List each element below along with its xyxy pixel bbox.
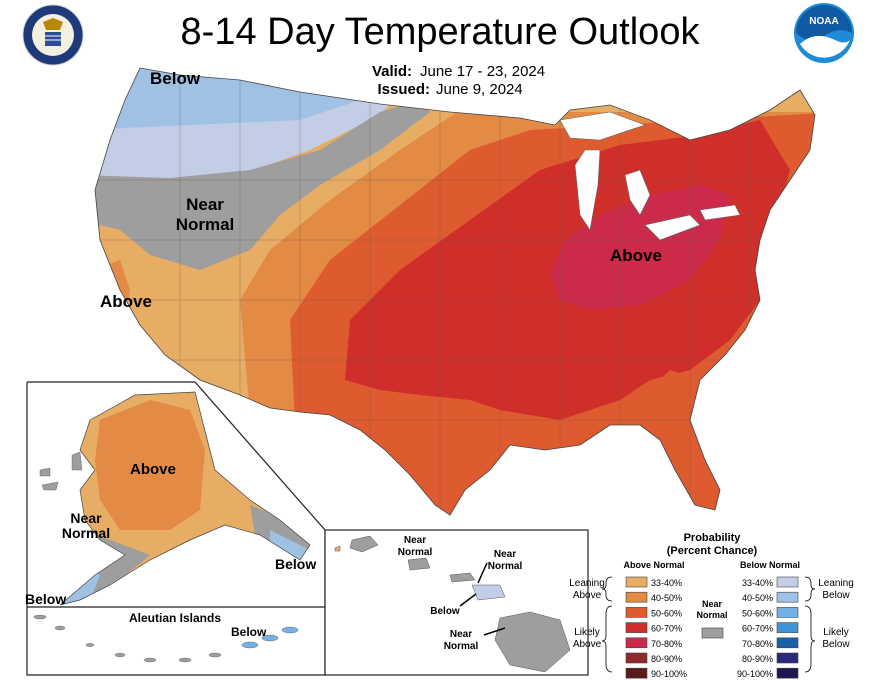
legend-above-header: Above Normal — [623, 560, 684, 570]
legend-near-1: Near — [702, 599, 723, 609]
label-conus-above-west: Above — [100, 292, 152, 311]
legend: Probability (Percent Chance) Above Norma… — [569, 532, 854, 679]
legend-below-label-4: 70-80% — [742, 639, 773, 649]
legend-leaning-below-2: Below — [822, 590, 850, 601]
legend-below-swatch-0 — [776, 576, 799, 588]
label-hawaii-near-2a: Near — [494, 549, 516, 560]
legend-below-label-3: 60-70% — [742, 624, 773, 634]
legend-leaning-above-2: Above — [573, 590, 602, 601]
label-conus-near-2: Normal — [176, 215, 235, 234]
legend-below-swatch-1 — [776, 591, 799, 603]
great-lakes-overlay — [559, 111, 741, 241]
label-conus-near-1: Near — [186, 195, 224, 214]
legend-above-swatches: 33-40% 40-50% 50-60% 60-70% 70-80% 80-90% 90-1… — [625, 576, 687, 679]
legend-below-header: Below Normal — [740, 560, 800, 570]
issued-label: Issued: — [377, 81, 430, 98]
noaa-logo-icon: NOAA — [794, 3, 854, 63]
label-alaska-above: Above — [130, 461, 176, 478]
legend-above-label-4: 70-80% — [651, 639, 682, 649]
label-hawaii-near-1a: Near — [404, 535, 426, 546]
aleutian-islands — [33, 614, 299, 663]
label-hawaii-near-3a: Near — [450, 629, 472, 640]
legend-below-swatch-6 — [776, 667, 799, 679]
label-conus-above-east: Above — [610, 246, 662, 265]
legend-likely-below-1: Likely — [823, 627, 849, 638]
label-aleutian-below: Below — [231, 625, 267, 639]
legend-above-swatch-6 — [625, 667, 648, 679]
label-alaska-below-sw: Below — [25, 591, 66, 607]
conus-outline — [94, 67, 816, 516]
label-conus-below: Below — [150, 69, 201, 88]
legend-below-swatch-3 — [776, 622, 799, 633]
legend-likely-above-1: Likely — [574, 627, 600, 638]
legend-above-label-5: 80-90% — [651, 654, 682, 664]
legend-above-label-3: 60-70% — [651, 624, 682, 634]
legend-above-swatch-2 — [625, 607, 648, 618]
legend-above-label-0: 33-40% — [651, 578, 682, 588]
legend-below-swatches: 33-40% 40-50% 50-60% 60-70% 70-80% 80-90% 90-1… — [737, 576, 799, 679]
legend-likely-above-2: Above — [573, 639, 602, 650]
legend-above-label-2: 50-60% — [651, 608, 682, 618]
legend-below-label-0: 33-40% — [742, 578, 773, 588]
legend-above-label-6: 90-100% — [651, 669, 687, 679]
valid-value: June 17 - 23, 2024 — [420, 63, 545, 80]
label-hawaii-near-2b: Normal — [488, 561, 523, 572]
legend-below-swatch-2 — [776, 607, 799, 618]
label-alaska-near-2: Normal — [62, 525, 110, 541]
legend-below-swatch-5 — [776, 652, 799, 664]
legend-below-swatch-4 — [776, 637, 799, 649]
legend-below-label-5: 80-90% — [742, 654, 773, 664]
legend-near-swatch — [701, 627, 724, 639]
label-hawaii-near-1b: Normal — [398, 547, 433, 558]
legend-leaning-below-1: Leaning — [818, 578, 854, 589]
valid-label: Valid: — [372, 63, 412, 80]
label-alaska-below-se: Below — [275, 556, 316, 572]
legend-above-swatch-4 — [625, 637, 648, 649]
doc-seal-icon — [22, 4, 84, 66]
label-hawaii-below: Below — [430, 606, 460, 617]
legend-above-swatch-3 — [625, 622, 648, 633]
legend-above-swatch-5 — [625, 652, 648, 664]
legend-leaning-above-1: Leaning — [569, 578, 605, 589]
legend-below-label-6: 90-100% — [737, 669, 773, 679]
legend-title-1: Probability — [684, 532, 742, 544]
hawaii-map — [334, 535, 571, 673]
svg-text:NOAA: NOAA — [809, 16, 838, 27]
label-alaska-near-1: Near — [70, 510, 102, 526]
legend-above-swatch-0 — [625, 576, 648, 588]
label-aleutian-title: Aleutian Islands — [129, 611, 221, 625]
legend-likely-below-2: Below — [822, 639, 850, 650]
legend-title-2: (Percent Chance) — [667, 545, 758, 557]
label-hawaii-near-3b: Normal — [444, 641, 479, 652]
legend-above-swatch-1 — [625, 591, 648, 603]
legend-below-label-1: 40-50% — [742, 593, 773, 603]
legend-above-label-1: 40-50% — [651, 593, 682, 603]
page-title: 8-14 Day Temperature Outlook — [181, 11, 701, 53]
issued-value: June 9, 2024 — [436, 81, 523, 98]
legend-near-2: Normal — [696, 610, 727, 620]
legend-below-label-2: 50-60% — [742, 608, 773, 618]
